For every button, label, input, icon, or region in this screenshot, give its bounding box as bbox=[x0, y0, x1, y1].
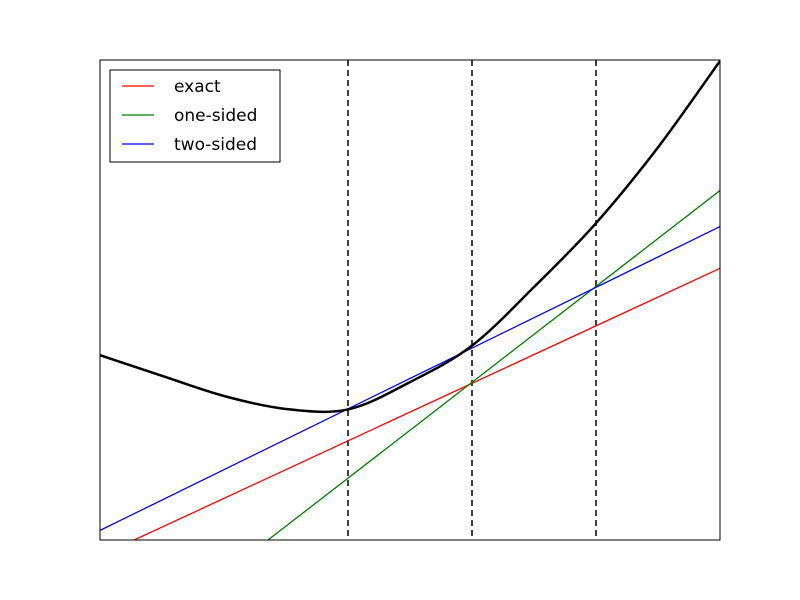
legend-label-one-sided: one-sided bbox=[174, 106, 257, 126]
series-line-exact bbox=[132, 267, 720, 540]
plot-area bbox=[100, 60, 720, 540]
legend-label-two-sided: two-sided bbox=[174, 135, 257, 155]
series-line-one-sided bbox=[267, 190, 720, 540]
legend-label-exact: exact bbox=[174, 77, 221, 97]
plot-frame bbox=[99, 59, 721, 541]
series-line-two-sided bbox=[100, 225, 720, 531]
legend-box bbox=[109, 69, 281, 163]
function-curve bbox=[100, 60, 720, 414]
legend: exact one-sided two-sided bbox=[109, 69, 281, 163]
